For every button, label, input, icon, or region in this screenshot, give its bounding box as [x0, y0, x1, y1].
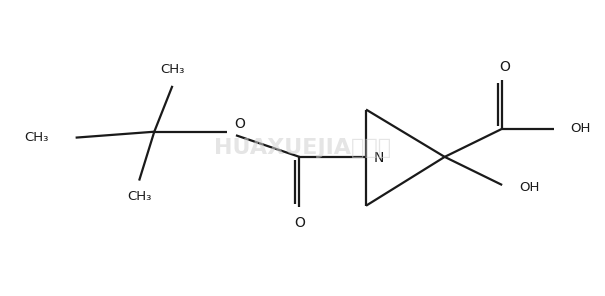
Text: O: O [500, 59, 511, 74]
Text: CH₃: CH₃ [127, 190, 151, 203]
Text: HUAXUEJIA化学加: HUAXUEJIA化学加 [214, 138, 391, 158]
Text: CH₃: CH₃ [160, 63, 185, 76]
Text: O: O [235, 117, 246, 131]
Text: O: O [294, 216, 305, 231]
Text: OH: OH [519, 181, 540, 194]
Text: OH: OH [571, 122, 591, 135]
Text: N: N [374, 151, 384, 165]
Text: CH₃: CH₃ [24, 131, 48, 144]
